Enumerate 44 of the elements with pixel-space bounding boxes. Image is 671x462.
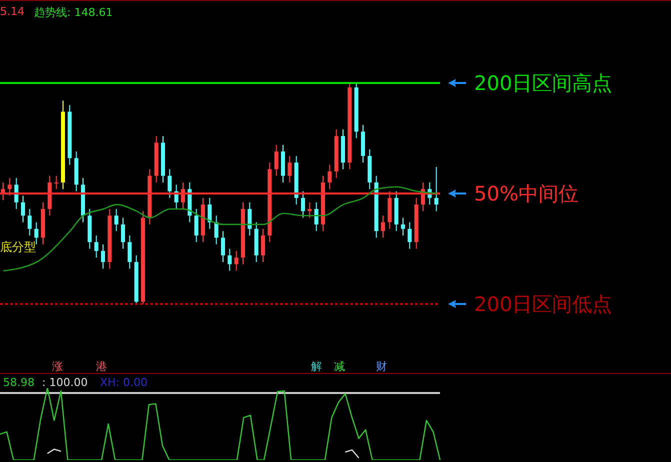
candlestick xyxy=(214,215,218,245)
candlestick xyxy=(121,217,125,250)
candlestick xyxy=(101,244,105,270)
text: 5.14 xyxy=(0,5,24,18)
candlestick xyxy=(308,202,312,218)
ref-line-label: 200日区间高点 xyxy=(474,71,612,95)
candlestick xyxy=(8,178,12,196)
candlestick xyxy=(21,195,25,223)
candlestick xyxy=(54,175,58,190)
candlestick xyxy=(194,208,198,243)
candlestick xyxy=(208,197,212,230)
candlestick xyxy=(261,228,265,263)
candlestick xyxy=(221,230,225,263)
candlestick xyxy=(128,234,132,270)
annotation: : 100.00 xyxy=(42,376,88,389)
candlestick xyxy=(14,178,18,210)
text: 港 xyxy=(96,359,107,374)
text: 减 xyxy=(334,359,345,374)
annotation: 58.98 xyxy=(3,376,34,389)
annotation: 底分型 xyxy=(0,239,36,256)
candlestick xyxy=(401,217,405,236)
candlestick xyxy=(301,190,305,218)
text: 财 xyxy=(376,359,387,374)
ref-line-label: 200日区间低点 xyxy=(474,292,612,316)
candlestick xyxy=(28,208,32,236)
candlestick xyxy=(34,222,38,245)
candlestick xyxy=(274,144,278,176)
candlestick xyxy=(288,155,292,183)
candlestick xyxy=(94,234,98,258)
ref-line-label: 50%中间位 xyxy=(474,182,578,206)
candlestick xyxy=(381,215,385,238)
candlestick xyxy=(248,202,252,236)
candlestick xyxy=(228,248,232,272)
annotation: XH: 0.00 xyxy=(100,376,148,389)
text: 趋势线: 148.61 xyxy=(34,5,113,20)
candlestick xyxy=(408,222,412,250)
text: 涨 xyxy=(52,359,63,374)
candlestick xyxy=(434,166,438,212)
candlestick xyxy=(114,208,118,232)
candlestick xyxy=(168,168,172,198)
candlestick xyxy=(234,250,238,272)
candlestick xyxy=(328,164,332,190)
text: 解 xyxy=(311,359,322,374)
candlestick xyxy=(314,202,318,232)
